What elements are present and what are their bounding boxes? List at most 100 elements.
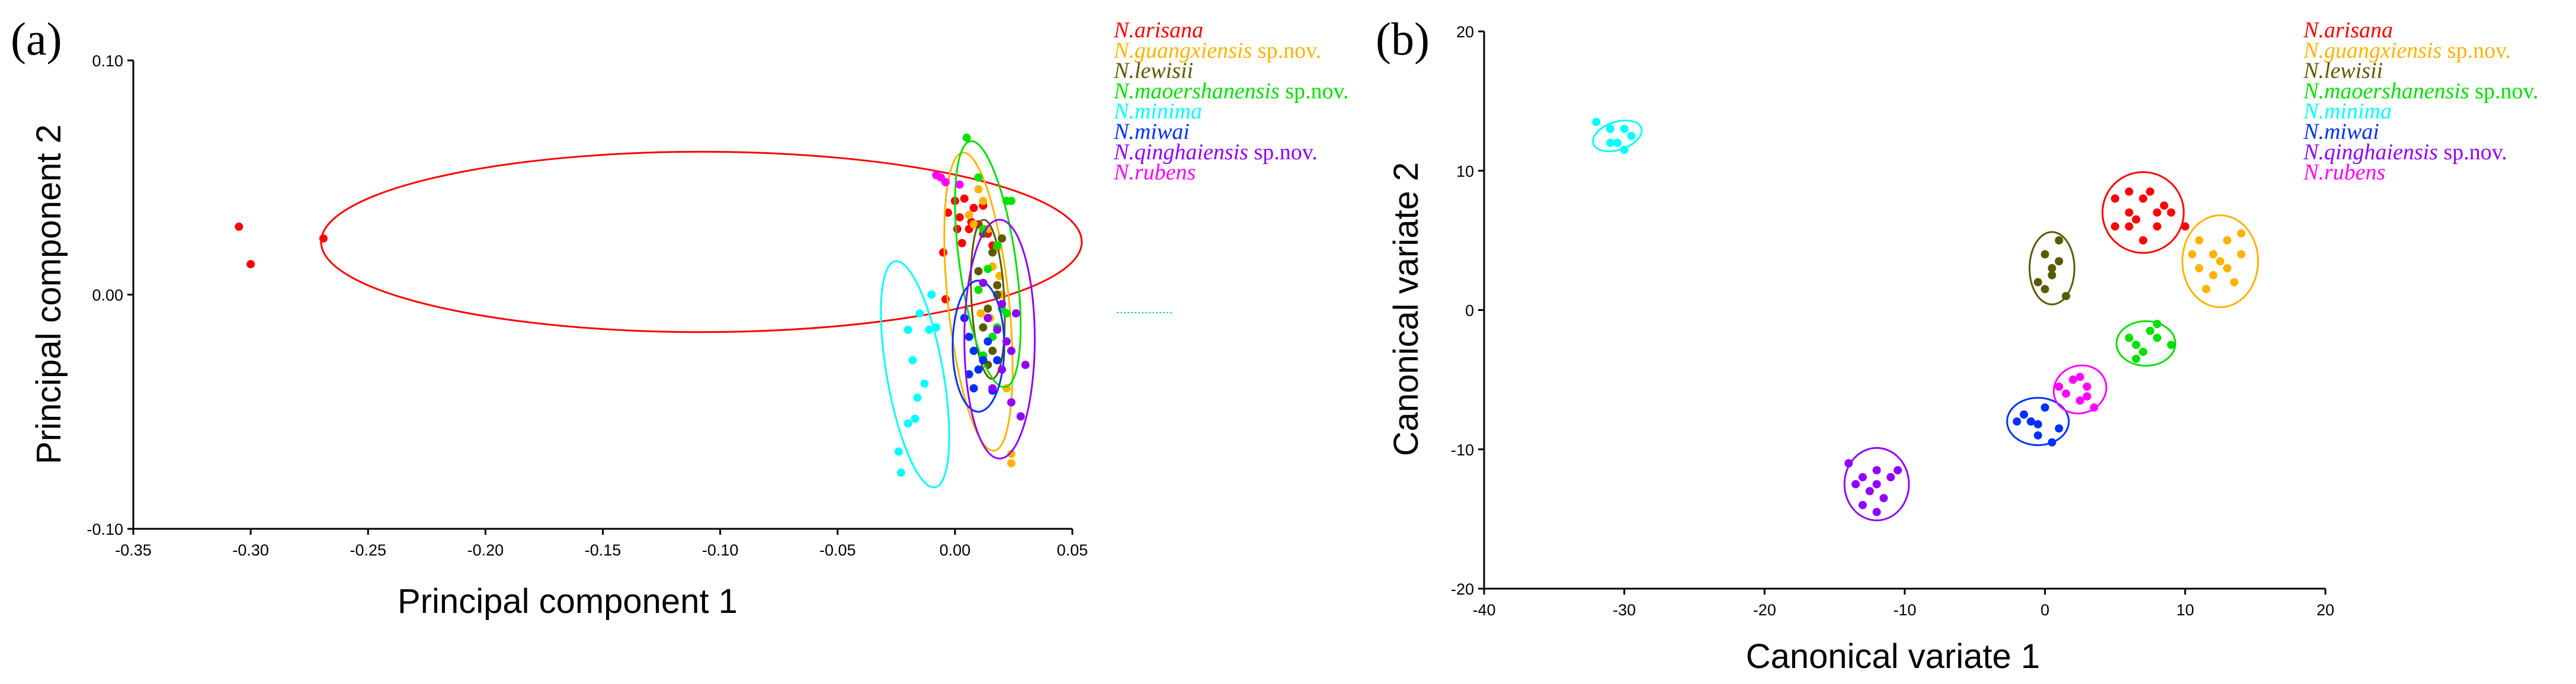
data-point-guangxiensis: [2195, 264, 2203, 272]
data-point-guangxiensis: [1007, 459, 1015, 468]
data-point-arisana: [2181, 222, 2190, 231]
data-point-minima: [913, 393, 922, 402]
data-point-minima: [925, 325, 934, 334]
data-point-guangxiensis: [2237, 229, 2245, 238]
data-point-qinghaiensis: [1016, 412, 1025, 421]
data-point-qinghaiensis: [1872, 508, 1881, 516]
legend-species-guangxiensis: N.guangxiensis: [1113, 38, 1252, 63]
data-point-guangxiensis: [2230, 278, 2239, 287]
data-point-maoershanensis: [962, 133, 971, 142]
data-point-qinghaiensis: [998, 300, 1007, 309]
data-point-qinghaiensis: [1007, 398, 1015, 407]
data-point-guangxiensis: [2188, 250, 2197, 259]
data-point-rubens: [2075, 396, 2084, 405]
data-point-lewisii: [2033, 278, 2042, 287]
legend-item-maoershanensis: N.maoershanensis sp.nov.: [1113, 79, 1349, 104]
data-point-maoershanensis: [974, 173, 983, 182]
data-point-qinghaiensis: [1011, 309, 1020, 318]
data-point-arisana: [939, 248, 948, 257]
data-point-arisana: [2167, 208, 2175, 217]
confidence-ellipse-lewisii: [970, 219, 1006, 380]
data-point-guangxiensis: [2195, 236, 2203, 245]
data-point-arisana: [2139, 194, 2148, 203]
legend-item-miwai: N.miwai: [2303, 120, 2379, 144]
legend-species-arisana: N.arisana: [1113, 18, 1203, 43]
data-point-minima: [1620, 145, 1629, 154]
legend-species-arisana: N.arisana: [2303, 18, 2393, 43]
data-point-miwai: [2048, 438, 2056, 447]
series-arisana: [235, 150, 1083, 333]
data-point-qinghaiensis: [1844, 459, 1853, 468]
series-qinghaiensis: [963, 219, 1036, 460]
data-point-qinghaiensis: [979, 278, 988, 287]
data-point-minima: [911, 415, 919, 423]
series-guangxiensis: [2181, 214, 2259, 309]
data-point-arisana: [2146, 187, 2155, 196]
data-point-maoershanensis: [2146, 326, 2155, 335]
data-point-qinghaiensis: [1886, 473, 1895, 481]
data-point-guangxiensis: [969, 220, 978, 229]
legend-item-rubens: N.rubens: [2303, 160, 2385, 185]
panel-a-y-axis-title: Principal component 2: [30, 124, 68, 464]
legend-item-guangxiensis: N.guangxiensis sp.nov.: [1113, 38, 1321, 63]
data-point-arisana: [960, 194, 969, 203]
data-point-arisana: [943, 208, 952, 217]
data-point-guangxiensis: [974, 185, 983, 194]
data-point-miwai: [969, 384, 978, 393]
x-tick-label: 0: [2040, 601, 2049, 619]
data-point-qinghaiensis: [993, 325, 1002, 334]
legend-species-minima: N.minima: [1113, 99, 1202, 124]
data-point-guangxiensis: [979, 197, 988, 205]
data-point-lewisii: [2040, 285, 2049, 294]
legend-suffix-maoershanensis: sp.nov.: [2469, 79, 2539, 104]
data-point-qinghaiensis: [983, 314, 992, 323]
data-point-rubens: [2055, 382, 2064, 391]
panel-b-label: (b): [1376, 13, 1430, 65]
series-maoershanensis: [954, 133, 1022, 388]
legend-suffix-qinghaiensis: sp.nov.: [1248, 140, 1318, 165]
data-point-miwai: [974, 365, 983, 374]
confidence-ellipse-miwai: [2006, 397, 2070, 447]
data-point-guangxiensis: [2209, 250, 2218, 259]
legend-item-qinghaiensis: N.qinghaiensis sp.nov.: [1113, 140, 1318, 165]
legend-species-miwai: N.miwai: [2303, 120, 2379, 144]
data-point-miwai: [983, 337, 992, 346]
data-point-guangxiensis: [976, 309, 985, 318]
confidence-ellipse-maoershanensis: [954, 140, 1022, 388]
data-point-miwai: [2013, 417, 2021, 426]
y-tick-label: 0.10: [92, 52, 123, 70]
data-point-lewisii: [988, 248, 997, 257]
data-point-maoershanensis: [983, 264, 992, 273]
data-point-qinghaiensis: [1879, 494, 1888, 503]
data-point-miwai: [2033, 420, 2042, 429]
x-tick-label: -20: [1753, 601, 1776, 619]
panel-b: (b) -40 -30 -20 -10 0 10 20 -20 -10 0 10 20 Canoni…: [1376, 13, 2539, 676]
data-point-guangxiensis: [965, 211, 973, 220]
legend-species-qinghaiensis: N.qinghaiensis: [1113, 140, 1248, 165]
y-tick-label: -0.10: [86, 521, 123, 538]
data-point-minima: [903, 419, 912, 428]
legend-item-minima: N.minima: [2303, 99, 2392, 124]
panel-a-x-ticks: -0.35 -0.30 -0.25 -0.20 -0.15 -0.10 -0.05 0.00 0…: [115, 529, 1088, 559]
confidence-ellipse-qinghaiensis: [963, 219, 1036, 460]
data-point-minima: [915, 309, 924, 318]
y-tick-label: 10: [1456, 162, 1474, 180]
data-point-rubens: [2069, 375, 2077, 384]
data-point-rubens: [2075, 372, 2084, 381]
x-tick-label: -0.05: [819, 541, 856, 559]
legend-item-minima: N.minima: [1113, 99, 1202, 124]
legend-suffix-guangxiensis: sp.nov.: [2442, 38, 2511, 63]
x-tick-label: -10: [1893, 601, 1916, 619]
data-point-maoershanensis: [2167, 341, 2175, 349]
data-point-arisana: [2132, 215, 2141, 224]
legend-species-maoershanensis: N.maoershanensis: [1113, 79, 1280, 104]
x-tick-label: 20: [2317, 601, 2334, 619]
data-point-lewisii: [2055, 257, 2064, 266]
data-point-minima: [920, 379, 929, 388]
data-point-maoershanensis: [1007, 197, 1015, 205]
data-point-arisana: [2160, 201, 2168, 210]
confidence-ellipse-qinghaiensis: [1843, 447, 1910, 522]
data-point-arisana: [2111, 194, 2119, 203]
legend-species-rubens: N.rubens: [1113, 160, 1196, 185]
